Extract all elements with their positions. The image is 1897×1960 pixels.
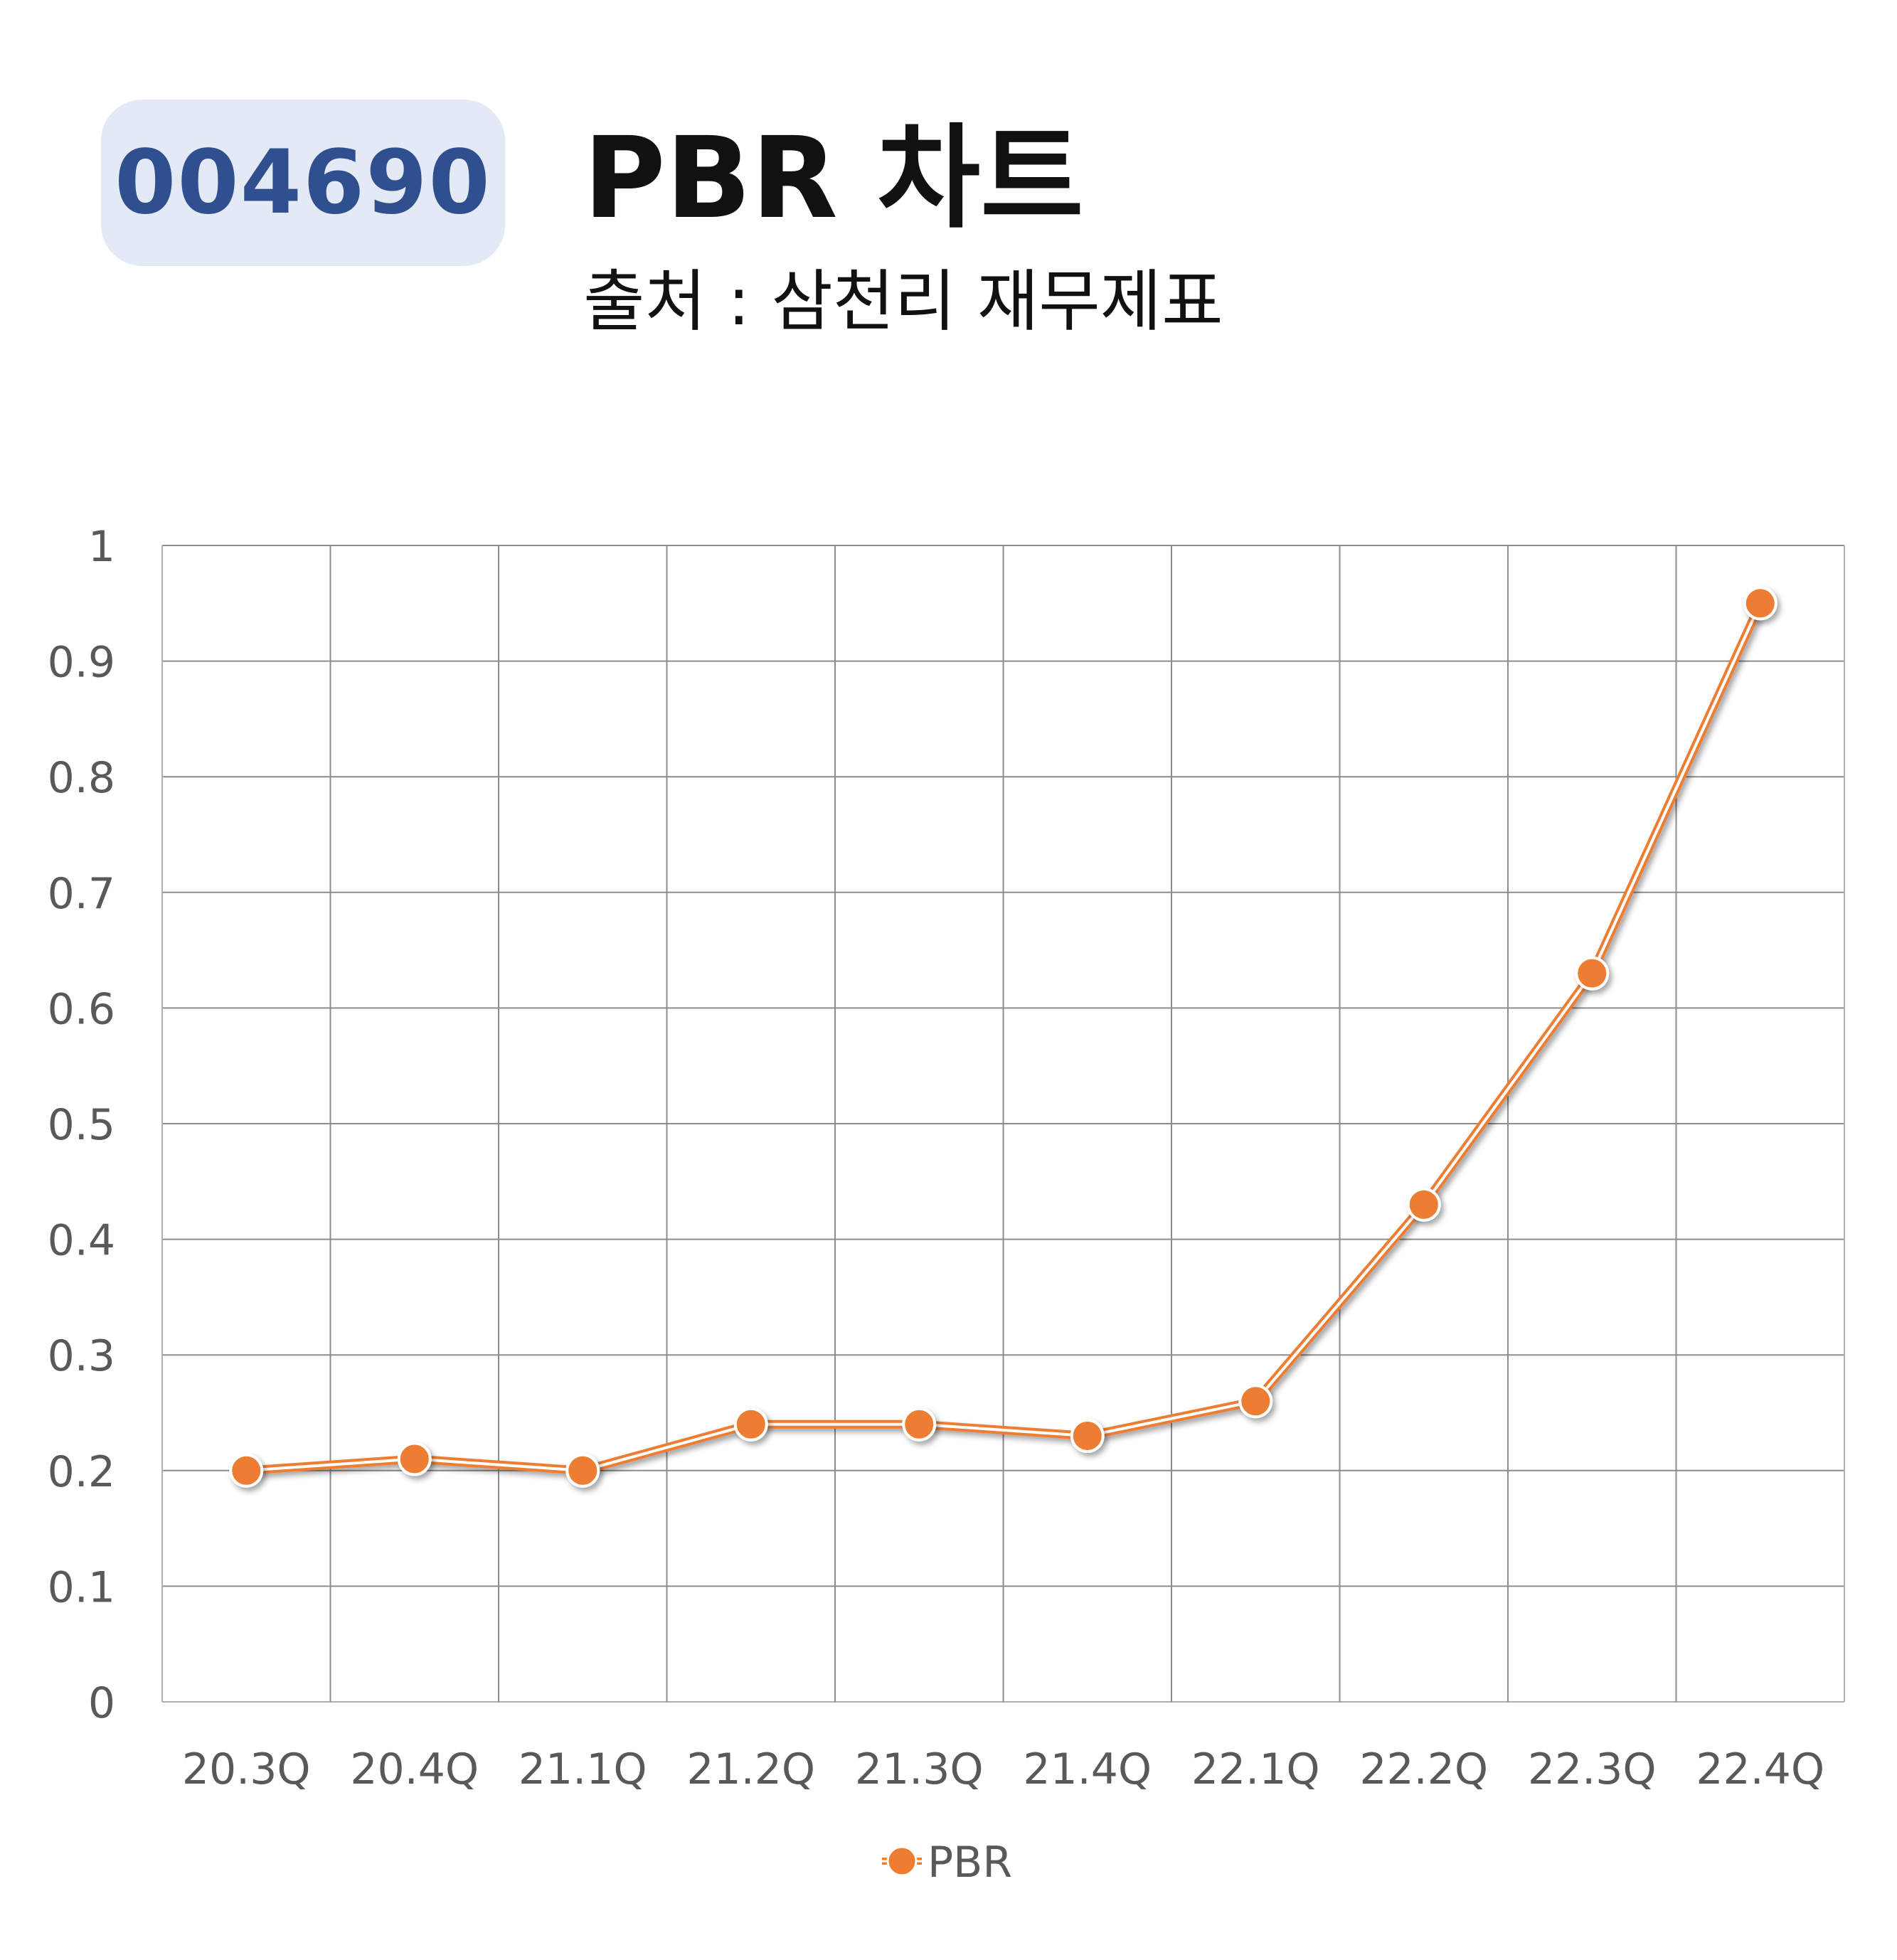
y-tick-label: 0.8 <box>48 753 115 803</box>
data-point <box>1743 586 1778 621</box>
x-tick-label: 21.3Q <box>855 1745 984 1794</box>
x-tick-label: 21.1Q <box>519 1745 647 1794</box>
y-tick-label: 0.6 <box>48 984 115 1034</box>
chart-title: PBR 차트 <box>583 113 1084 244</box>
series-pbr <box>229 586 1778 1488</box>
x-tick-label: 21.4Q <box>1023 1745 1152 1794</box>
y-axis-ticks: 0 0.1 0.2 0.3 0.4 0.5 0.6 0.7 0.8 0.9 1 <box>48 522 115 1728</box>
legend-marker <box>886 1846 918 1877</box>
x-axis-ticks: 20.3Q 20.4Q 21.1Q 21.2Q 21.3Q 21.4Q 22.1Q 22.2Q… <box>182 1745 1824 1794</box>
stock-code-badge: 004690 <box>101 100 505 266</box>
x-tick-label: 21.2Q <box>686 1745 815 1794</box>
y-tick-label: 0.9 <box>48 638 115 688</box>
data-point <box>1070 1419 1105 1454</box>
x-tick-label: 22.3Q <box>1528 1745 1657 1794</box>
y-tick-label: 0.4 <box>48 1216 115 1266</box>
data-point <box>1238 1384 1273 1419</box>
y-tick-label: 0.2 <box>48 1447 115 1497</box>
data-point <box>1575 956 1610 991</box>
chart-subtitle: 출처 : 삼천리 재무제표 <box>583 263 1223 341</box>
legend-label: PBR <box>928 1838 1012 1887</box>
x-tick-label: 22.4Q <box>1696 1745 1824 1794</box>
x-tick-label: 22.2Q <box>1359 1745 1488 1794</box>
data-point <box>902 1407 937 1442</box>
y-tick-label: 0.5 <box>48 1100 115 1150</box>
data-point <box>1406 1187 1441 1222</box>
legend: PBR <box>882 1838 1012 1887</box>
x-tick-label: 20.3Q <box>182 1745 311 1794</box>
data-point <box>733 1407 768 1442</box>
x-tick-label: 20.4Q <box>350 1745 479 1794</box>
x-tick-label: 22.1Q <box>1191 1745 1320 1794</box>
data-point <box>397 1442 432 1476</box>
data-point <box>565 1453 600 1488</box>
y-tick-label: 0.3 <box>48 1331 115 1381</box>
y-tick-label: 0 <box>88 1678 115 1728</box>
stock-code: 004690 <box>115 132 491 234</box>
series-line-inner <box>246 602 1762 1472</box>
grid <box>161 545 1845 1703</box>
data-point <box>229 1453 264 1488</box>
y-tick-label: 0.7 <box>48 869 115 919</box>
y-tick-label: 0.1 <box>48 1562 115 1612</box>
y-tick-label: 1 <box>88 522 115 572</box>
